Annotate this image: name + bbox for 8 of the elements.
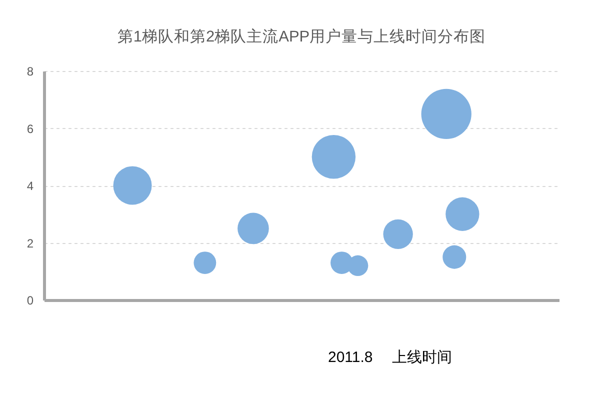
text: 2011.8 [328, 349, 373, 366]
y-tick-label: 0 [26, 294, 34, 308]
text: 上线时间 [392, 349, 452, 366]
y-tick-label: 8 [26, 64, 34, 78]
y-tick-label: 4 [26, 179, 34, 193]
y-tick-label: 6 [26, 122, 34, 136]
chart-title: 第1梯队和第2梯队主流APP用户量与上线时间分布图 [117, 28, 486, 46]
y-tick-label: 2 [26, 236, 34, 250]
